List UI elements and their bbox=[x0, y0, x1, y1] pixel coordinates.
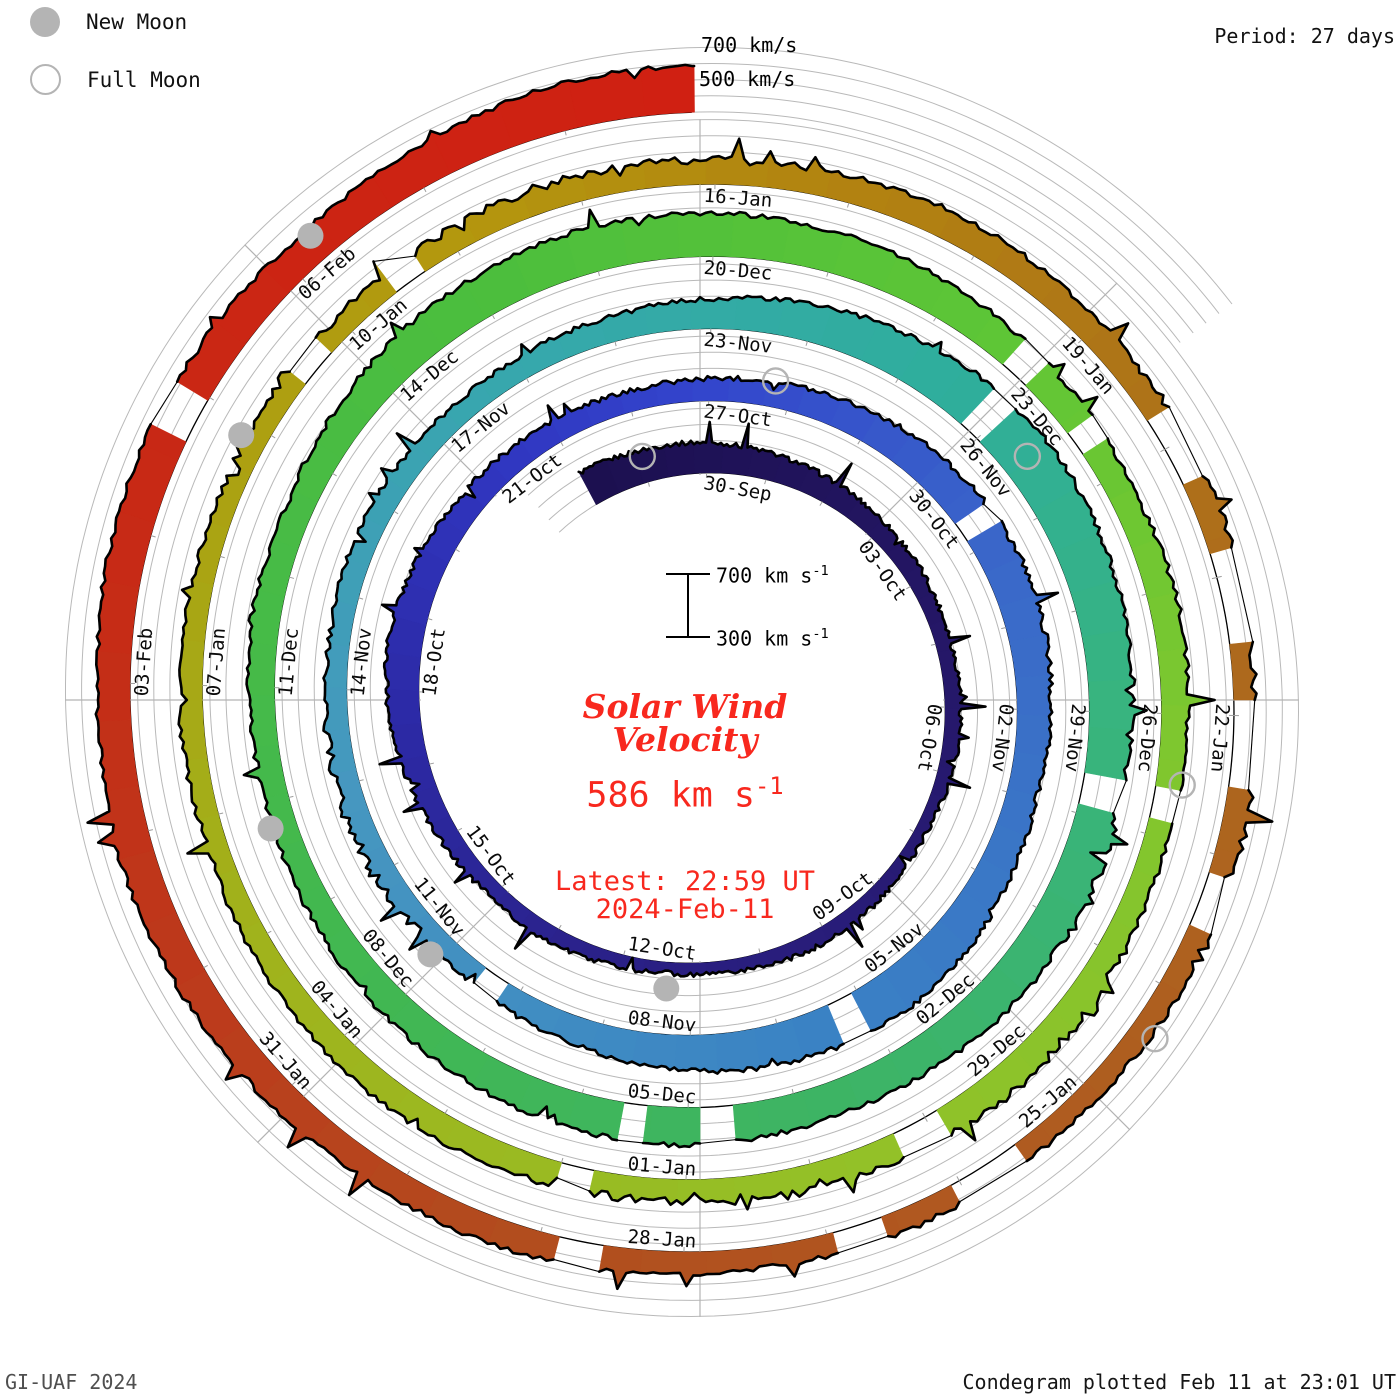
velocity-bands bbox=[86, 64, 1273, 1290]
chart-title-line1: Solar Wind bbox=[582, 687, 788, 726]
moon-markers bbox=[228, 222, 1196, 1053]
full-moon-marker bbox=[628, 442, 656, 471]
full-moon-marker bbox=[761, 367, 790, 395]
date-label: 14-Nov bbox=[347, 627, 377, 698]
new-moon-marker bbox=[257, 815, 284, 842]
new-moon-marker bbox=[228, 422, 255, 449]
scale-bar bbox=[666, 573, 710, 638]
gap-connectors bbox=[150, 255, 1256, 1273]
top-axis-label-700: 700 km/s bbox=[701, 33, 798, 57]
top-axis-label-500: 500 km/s bbox=[699, 67, 796, 91]
latest-time: Latest: 22:59 UT 2024-Feb-11 bbox=[554, 865, 816, 925]
new-moon-marker bbox=[297, 222, 324, 249]
date-label: 22-Jan bbox=[1206, 703, 1233, 773]
legend-new-moon: New Moon bbox=[30, 7, 187, 37]
date-label: 11-Dec bbox=[275, 627, 303, 697]
legend-full-moon: Full Moon bbox=[30, 64, 201, 95]
latest-value: 586 km s-1 bbox=[586, 772, 784, 816]
new-moon-marker bbox=[653, 975, 680, 1002]
full-moon-label: Full Moon bbox=[87, 67, 201, 92]
scale-top-label: 700 km s-1 bbox=[716, 563, 829, 588]
date-label: 28-Jan bbox=[627, 1226, 697, 1253]
new-moon-marker bbox=[417, 941, 444, 968]
credit-label: GI-UAF 2024 bbox=[5, 1370, 138, 1394]
new-moon-icon bbox=[30, 7, 60, 37]
new-moon-label: New Moon bbox=[86, 10, 188, 34]
band-outline bbox=[86, 63, 1274, 1291]
full-moon-marker bbox=[1013, 442, 1042, 471]
full-moon-marker bbox=[1141, 1025, 1169, 1053]
center-text-block: Solar Wind Velocity 586 km s-1 Latest: 2… bbox=[485, 690, 885, 924]
date-label: 03-Feb bbox=[131, 627, 158, 697]
full-moon-icon bbox=[30, 64, 61, 95]
date-label: 07-Jan bbox=[203, 627, 230, 697]
chart-title-line2: Velocity bbox=[612, 720, 758, 759]
date-label: 16-Jan bbox=[703, 185, 773, 212]
period-label: Period: 27 days bbox=[1214, 24, 1395, 48]
plotted-label: Condegram plotted Feb 11 at 23:01 UT bbox=[962, 1370, 1396, 1394]
scale-bottom-label: 300 km s-1 bbox=[716, 626, 829, 651]
date-label: 23-Nov bbox=[703, 329, 774, 358]
full-moon-marker bbox=[1168, 771, 1196, 799]
date-label: 29-Nov bbox=[1060, 703, 1089, 774]
